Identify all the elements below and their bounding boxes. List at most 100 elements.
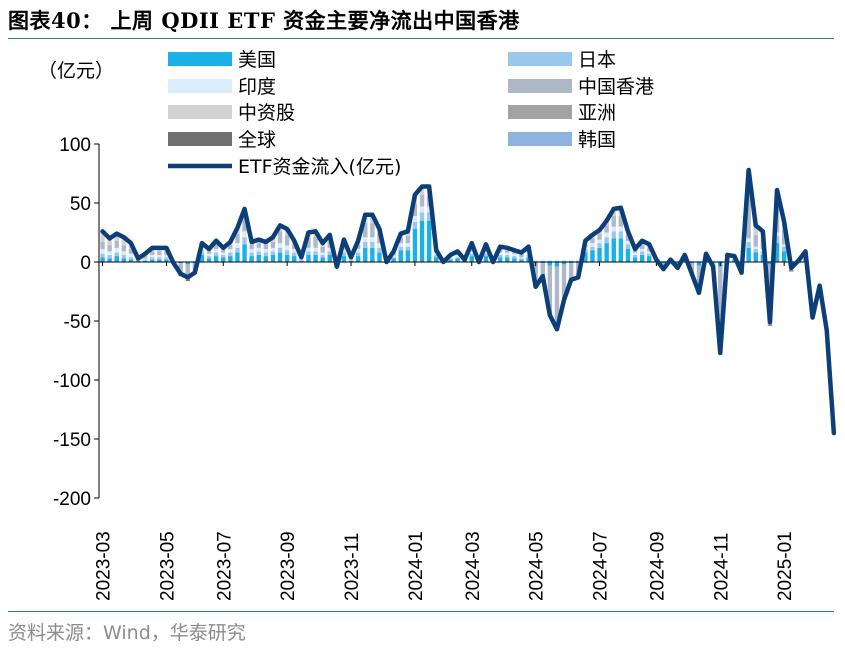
bar-in-38 — [370, 237, 375, 242]
bar-us-7 — [150, 259, 155, 262]
bar-hk-20 — [242, 217, 247, 232]
bar-jp-43 — [405, 246, 411, 251]
bar-in-73 — [618, 226, 624, 232]
bar-us-95 — [774, 243, 780, 262]
bar-in-45 — [419, 206, 425, 213]
bar-jp-66 — [568, 260, 574, 262]
etf-flow-line — [100, 167, 837, 436]
bar-hk-23 — [263, 244, 269, 250]
bar-global-94 — [767, 324, 773, 326]
bar-us-27 — [292, 256, 297, 262]
bar-in-31 — [320, 252, 325, 255]
bar-in-59 — [519, 257, 524, 259]
y-tick-label: 0 — [80, 253, 91, 274]
legend-label-line: ETF资金流入(亿元) — [238, 156, 401, 178]
bar-hk-12 — [185, 264, 190, 277]
bar-hk-44 — [412, 204, 418, 216]
legend-swatch-cn — [168, 105, 232, 119]
legend-label-asia: 亚洲 — [578, 102, 616, 124]
x-tick-label: 2024-01 — [406, 531, 427, 601]
bar-in-52 — [469, 251, 474, 254]
bar-us-24 — [270, 254, 276, 262]
bar-us-12 — [185, 262, 190, 265]
bar-us-22 — [256, 254, 261, 262]
bar-in-76 — [639, 249, 645, 252]
x-tick-label: 2024-05 — [527, 531, 548, 601]
bar-hk-27 — [292, 244, 297, 250]
y-tick-label: 50 — [70, 194, 91, 215]
bar-hk-96 — [781, 230, 787, 245]
bar-us-25 — [277, 252, 283, 262]
bar-jp-42 — [398, 246, 403, 251]
bar-in-7 — [150, 254, 155, 258]
bar-in-67 — [576, 259, 581, 261]
bar-hk-43 — [405, 236, 411, 244]
bar-in-34 — [341, 249, 347, 253]
legend-swatch-hk — [508, 79, 572, 93]
bar-in-23 — [263, 249, 269, 253]
bar-cn-92 — [753, 227, 758, 235]
bar-us-56 — [497, 257, 503, 262]
x-tick-label: 2023-07 — [214, 531, 235, 601]
bar-us-29 — [306, 254, 311, 262]
bar-hk-62 — [540, 263, 545, 277]
bar-us-59 — [519, 259, 524, 262]
bar-hk-76 — [639, 244, 645, 250]
bar-hk-0 — [100, 241, 105, 250]
bar-jp-21 — [249, 252, 254, 257]
bar-jp-7 — [150, 257, 155, 260]
bar-jp-76 — [639, 251, 645, 255]
bar-jp-69 — [590, 246, 595, 251]
bar-cn-2 — [114, 234, 119, 241]
bar-in-74 — [625, 240, 631, 245]
bar-hk-1 — [107, 245, 112, 252]
bar-us-94 — [767, 262, 773, 265]
bar-in-61 — [533, 259, 538, 261]
bar-us-41 — [391, 258, 396, 262]
bar-jp-50 — [455, 257, 460, 259]
bar-us-62 — [540, 262, 545, 264]
bar-jp-96 — [781, 246, 787, 252]
bar-jp-77 — [647, 253, 652, 257]
bar-in-20 — [242, 231, 247, 238]
bar-jp-28 — [299, 259, 304, 261]
y-tick-label: -50 — [64, 312, 91, 333]
bar-us-0 — [100, 257, 105, 262]
bar-jp-45 — [419, 212, 425, 221]
bar-jp-16 — [213, 252, 219, 257]
y-tick-label: 100 — [59, 135, 91, 156]
bar-in-19 — [235, 243, 240, 248]
source-note: 资料来源：Wind，华泰研究 — [8, 622, 246, 644]
bar-us-26 — [284, 254, 290, 262]
bar-us-1 — [107, 258, 112, 262]
bar-jp-52 — [469, 253, 474, 257]
bar-in-84 — [696, 260, 702, 262]
bar-us-43 — [405, 250, 411, 262]
bar-us-28 — [299, 260, 304, 262]
bar-hk-7 — [150, 251, 155, 255]
bar-us-47 — [434, 257, 439, 262]
legend-swatch-jp — [508, 52, 572, 66]
bar-us-16 — [213, 256, 219, 262]
bar-hk-22 — [256, 243, 261, 248]
bar-in-32 — [327, 247, 332, 252]
bar-in-79 — [661, 260, 666, 262]
bar-jp-44 — [412, 221, 418, 229]
bar-in-37 — [363, 237, 368, 242]
bar-hk-2 — [114, 240, 119, 248]
bar-hk-15 — [206, 251, 212, 254]
bar-in-56 — [497, 252, 503, 255]
bar-in-25 — [277, 243, 283, 248]
bar-jp-72 — [611, 231, 616, 239]
bar-us-32 — [327, 254, 332, 262]
bar-us-4 — [128, 259, 134, 262]
bar-in-96 — [781, 244, 787, 247]
bar-jp-74 — [625, 244, 631, 250]
x-tick-label: 2023-03 — [94, 531, 115, 601]
bar-jp-57 — [505, 254, 510, 258]
bar-hk-8 — [157, 251, 162, 255]
bar-jp-18 — [228, 252, 233, 257]
bar-us-19 — [235, 252, 240, 262]
bar-in-3 — [121, 251, 127, 255]
bar-hk-69 — [590, 238, 595, 244]
